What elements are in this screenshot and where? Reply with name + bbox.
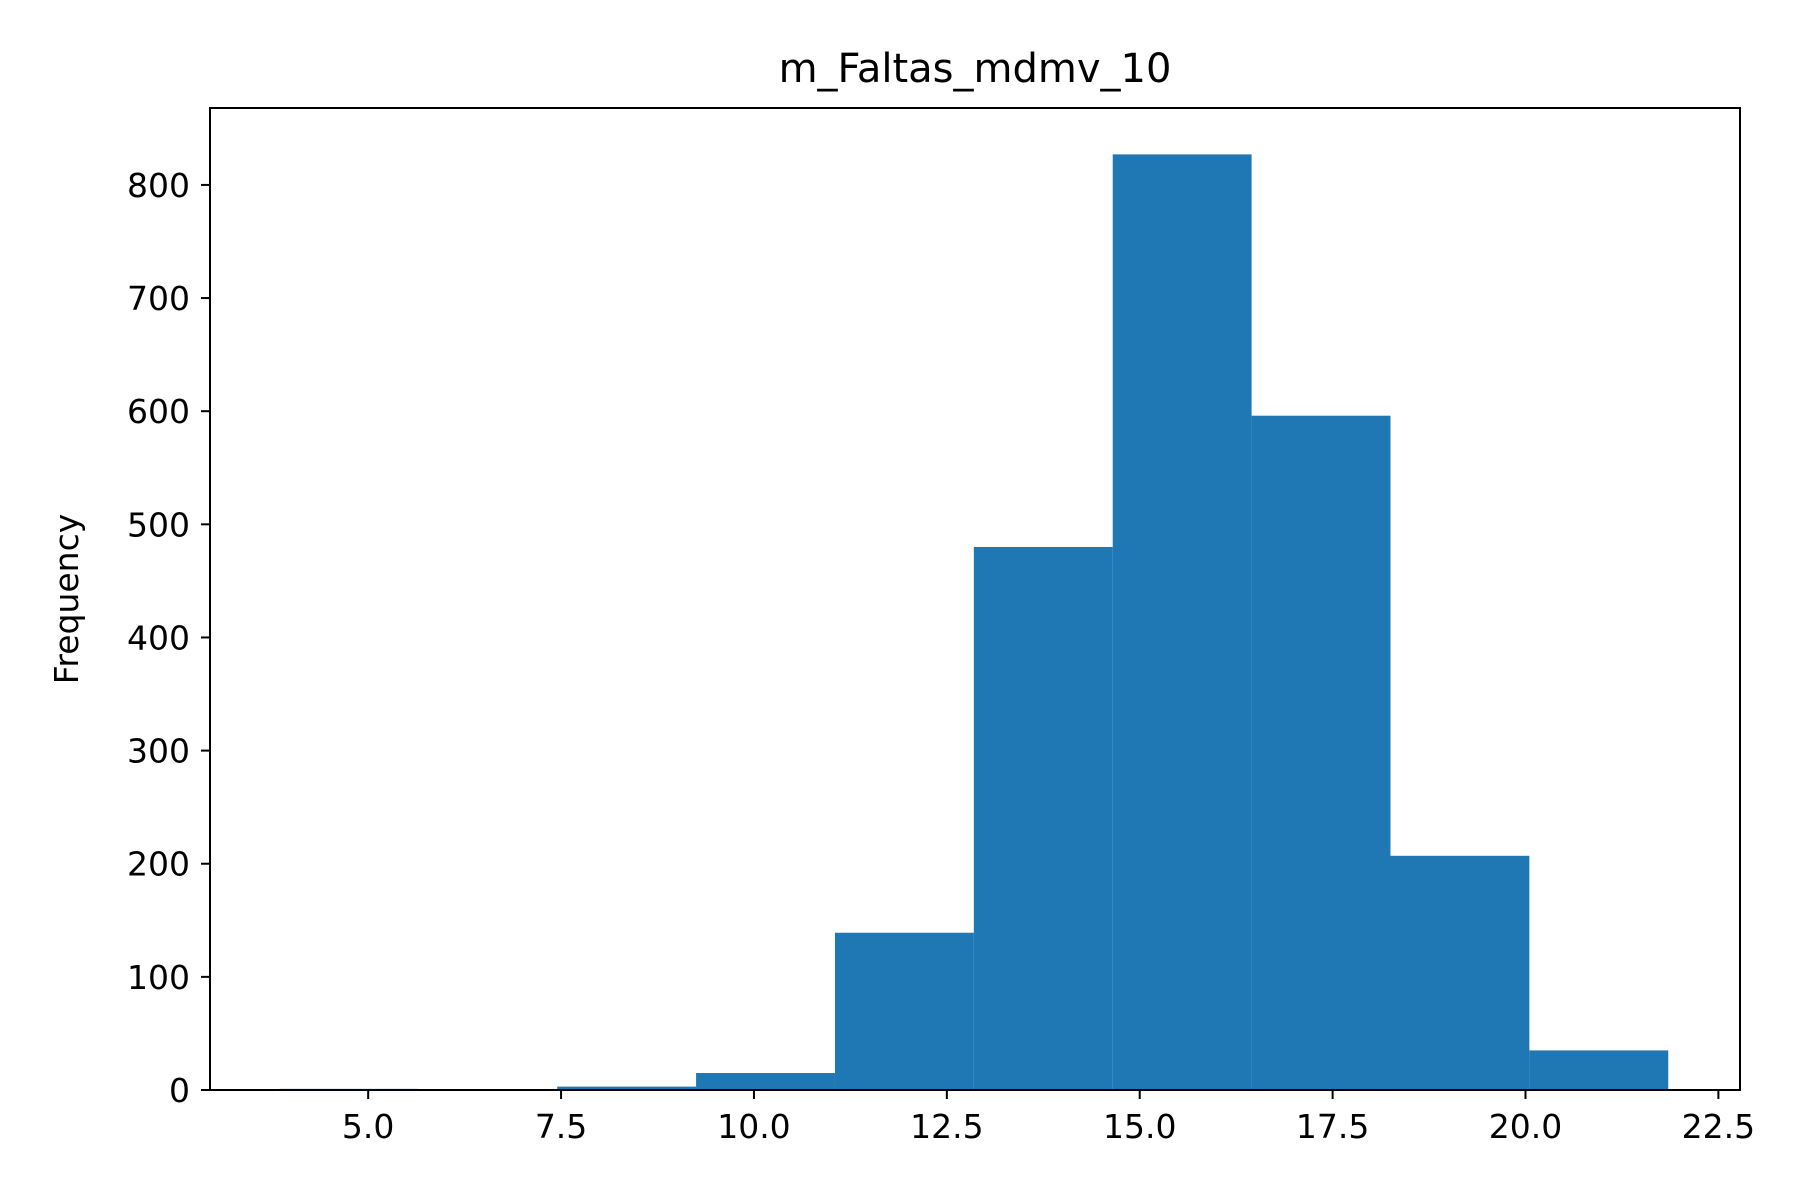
plot-frame <box>209 107 1741 1091</box>
x-tick-label: 22.5 <box>1682 1107 1755 1146</box>
y-tick-label: 500 <box>127 505 190 544</box>
y-tick-label: 800 <box>127 166 190 205</box>
x-tick-label: 10.0 <box>717 1107 790 1146</box>
chart-title: m_Faltas_mdmv_10 <box>779 46 1172 92</box>
x-tick-label: 20.0 <box>1489 1107 1562 1146</box>
x-tick-label: 17.5 <box>1296 1107 1369 1146</box>
y-tick-label: 700 <box>127 279 190 318</box>
histogram-bar <box>557 1086 697 1090</box>
y-tick-label: 100 <box>127 958 190 997</box>
y-tick-label: 0 <box>169 1071 190 1110</box>
x-tick-label: 12.5 <box>910 1107 983 1146</box>
histogram-bar <box>1112 154 1252 1090</box>
histogram-bar <box>973 546 1113 1090</box>
x-tick-label: 15.0 <box>1103 1107 1176 1146</box>
histogram-bar <box>834 932 974 1090</box>
histogram-bar <box>1529 1050 1669 1090</box>
histogram-bar <box>1390 855 1530 1090</box>
y-tick-label: 600 <box>127 392 190 431</box>
y-tick-label: 300 <box>127 732 190 771</box>
y-axis-label: Frequency <box>47 514 86 684</box>
y-tick-label: 400 <box>127 618 190 657</box>
x-axis: 5.0 7.5 10.0 12.5 15.0 17.5 20.0 22.5 <box>342 1090 1755 1146</box>
histogram-bar <box>696 1073 835 1090</box>
y-tick-label: 200 <box>127 845 190 884</box>
y-axis: 0 100 200 300 400 500 600 700 800 <box>127 166 210 1110</box>
histogram-bar <box>1251 415 1391 1091</box>
x-tick-label: 7.5 <box>535 1107 587 1146</box>
x-tick-label: 5.0 <box>342 1107 394 1146</box>
histogram-bars <box>279 154 1669 1091</box>
